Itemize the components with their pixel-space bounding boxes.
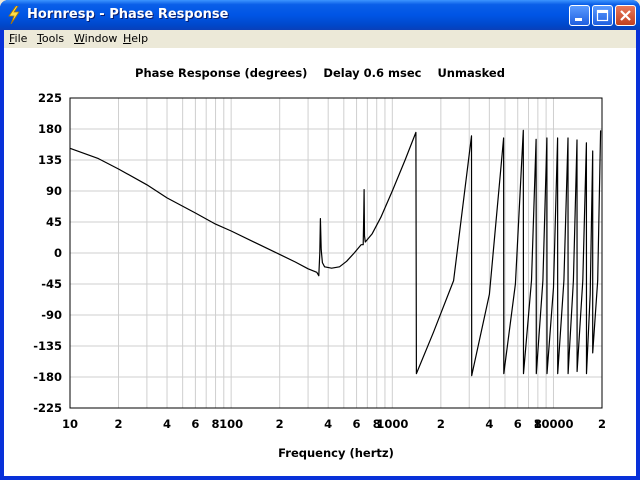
window-title: Hornresp - Phase Response — [27, 7, 229, 22]
x-tick-label: 10 — [62, 417, 78, 431]
y-tick-label: 135 — [38, 153, 62, 167]
x-tick-label: 8 — [534, 417, 542, 431]
y-tick-label: 45 — [46, 215, 62, 229]
menu-file[interactable]: File — [9, 32, 27, 45]
y-tick-label: 180 — [38, 122, 62, 136]
x-tick-label: 4 — [163, 417, 171, 431]
x-tick-label: 2 — [115, 417, 123, 431]
menu-bar: File Tools Window Help — [4, 30, 636, 48]
y-tick-label: -135 — [33, 339, 62, 353]
y-tick-label: -225 — [33, 401, 62, 415]
close-icon — [620, 10, 631, 21]
x-tick-label: 2 — [437, 417, 445, 431]
lightning-bolt-icon — [8, 6, 20, 24]
minimize-icon — [575, 18, 582, 21]
maximize-button[interactable] — [592, 5, 613, 26]
x-tick-label: 10000 — [533, 417, 573, 431]
client-area: File Tools Window Help Phase Response (d… — [4, 30, 636, 476]
chart-series — [69, 129, 602, 377]
x-tick-label: 2 — [598, 417, 606, 431]
y-tick-label: -180 — [33, 370, 62, 384]
maximize-icon — [596, 9, 609, 22]
y-tick-labels: 225 180 135 90 45 0 -45 -90 -135 -180 -225 — [33, 91, 62, 415]
x-tick-label: 6 — [191, 417, 199, 431]
x-tick-label: 100 — [219, 417, 243, 431]
menu-file-rest: ile — [14, 32, 28, 45]
x-tick-label: 4 — [485, 417, 493, 431]
menu-help[interactable]: Help — [123, 32, 148, 45]
x-tick-label: 1000 — [376, 417, 408, 431]
menu-tools[interactable]: Tools — [37, 32, 64, 45]
y-tick-label: 225 — [38, 91, 62, 105]
menu-window-rest: indow — [84, 32, 118, 45]
x-tick-label: 2 — [276, 417, 284, 431]
x-tick-label: 4 — [324, 417, 332, 431]
title-bar[interactable]: Hornresp - Phase Response — [0, 0, 640, 30]
menu-help-rest: elp — [131, 32, 149, 45]
x-tick-label: 8 — [212, 417, 220, 431]
plot-frame — [69, 97, 603, 409]
y-tick-label: -45 — [41, 277, 62, 291]
chart-title: Phase Response (degrees) Delay 0.6 msec … — [135, 66, 505, 80]
y-tick-label: 90 — [46, 184, 62, 198]
x-tick-label: 6 — [514, 417, 522, 431]
x-tick-label: 6 — [353, 417, 361, 431]
minimize-button[interactable] — [569, 5, 590, 26]
y-tick-label: -90 — [41, 308, 62, 322]
x-tick-label: 8 — [373, 417, 381, 431]
y-tick-label: 0 — [54, 246, 62, 260]
menu-file-accel: F — [9, 32, 15, 45]
menu-window[interactable]: Window — [74, 32, 117, 45]
phase-series-line — [69, 129, 602, 377]
menu-help-accel: H — [123, 32, 132, 45]
close-button[interactable] — [615, 5, 636, 26]
menu-tools-accel: T — [37, 32, 42, 45]
menu-window-accel: W — [74, 32, 85, 45]
menu-tools-rest: ools — [41, 32, 65, 45]
x-axis-label: Frequency (hertz) — [278, 446, 394, 460]
